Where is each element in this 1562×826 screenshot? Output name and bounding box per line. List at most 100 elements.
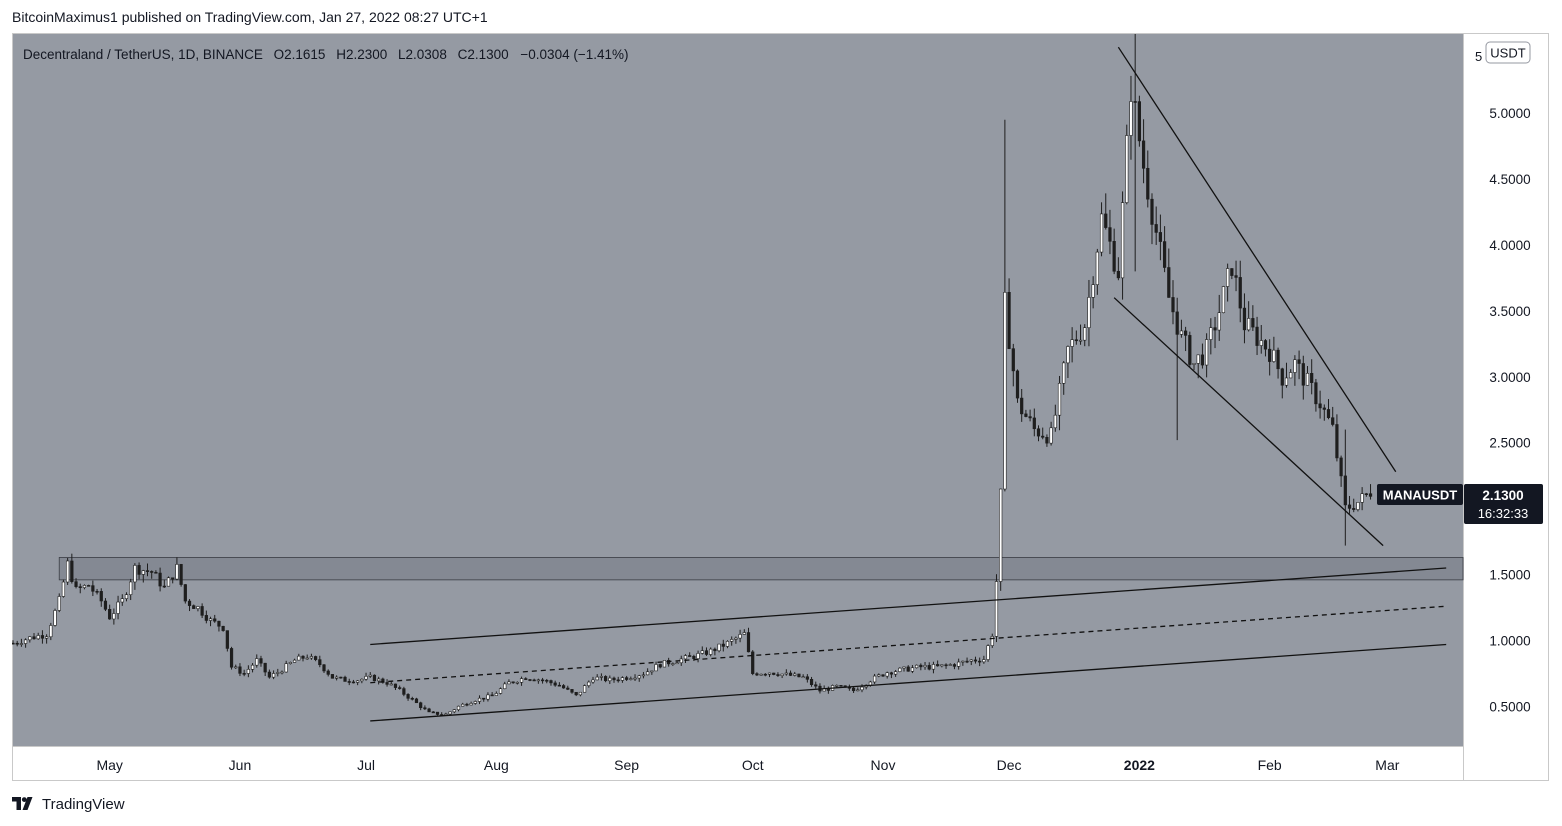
candle — [776, 672, 780, 677]
candle — [1200, 343, 1205, 369]
candle — [608, 675, 612, 685]
candle — [1171, 280, 1175, 325]
price-axis-area[interactable] — [1463, 34, 1548, 746]
candle — [309, 653, 314, 660]
channel-lower-line — [370, 643, 1447, 722]
currency-badge-label: USDT — [1490, 46, 1525, 61]
candle — [1352, 498, 1356, 513]
candle — [57, 593, 61, 613]
chart-frame — [12, 33, 1549, 781]
candle — [772, 672, 776, 676]
candle — [1049, 421, 1053, 446]
candle — [419, 701, 423, 711]
candle — [36, 632, 40, 640]
candle — [540, 677, 545, 684]
candle — [923, 661, 927, 670]
candle — [49, 622, 53, 641]
candle — [271, 670, 276, 680]
currency-badge[interactable]: USDT — [1485, 41, 1531, 64]
candle — [1293, 355, 1297, 386]
candle — [305, 654, 309, 660]
plot-area[interactable] — [13, 34, 1463, 746]
y-tick-label: 1.5000 — [1489, 568, 1530, 583]
candle — [318, 655, 322, 668]
candle — [549, 679, 553, 686]
candle — [482, 697, 486, 702]
candle — [683, 654, 688, 663]
candle — [427, 707, 431, 713]
time-axis-area[interactable] — [13, 746, 1548, 780]
candle — [1234, 260, 1238, 292]
candle — [713, 647, 717, 656]
candle — [738, 629, 742, 643]
candle — [1268, 339, 1272, 376]
tradingview-brand: TradingView — [42, 795, 125, 813]
candle — [704, 647, 709, 656]
close-label: C — [458, 47, 468, 62]
candle — [637, 674, 641, 682]
candle — [536, 678, 540, 684]
symbol-price-label[interactable]: MANAUSDT — [1377, 484, 1463, 505]
candle — [1347, 495, 1352, 514]
candle — [851, 686, 856, 693]
candle — [1217, 294, 1221, 341]
candle — [192, 604, 196, 609]
x-tick-label: Nov — [871, 757, 896, 773]
symbol-price-label-name: MANAUSDT — [1383, 488, 1457, 503]
x-tick-label: Mar — [1375, 757, 1399, 773]
candle — [1041, 427, 1045, 440]
candle — [797, 673, 801, 678]
candle — [221, 625, 225, 632]
candle — [154, 570, 158, 574]
candle — [486, 692, 490, 702]
candle — [431, 711, 435, 714]
candle — [780, 673, 784, 679]
price-chart[interactable]: 0.50001.00001.50002.00002.50003.00003.50… — [12, 33, 1549, 781]
candle — [1053, 404, 1057, 432]
candle — [919, 663, 923, 671]
candle — [671, 662, 675, 667]
candle — [1356, 502, 1360, 512]
candle — [717, 643, 721, 653]
candle — [267, 669, 271, 679]
candle — [1209, 318, 1213, 355]
trendlines-layer — [370, 46, 1447, 722]
candle — [351, 679, 356, 684]
candle — [1305, 366, 1310, 386]
candle — [326, 669, 330, 677]
candle — [1255, 316, 1259, 356]
tradingview-footer[interactable]: TradingView — [12, 794, 125, 814]
candle — [292, 658, 297, 663]
candle — [288, 661, 292, 665]
candle — [1263, 339, 1268, 357]
x-tick-label: Aug — [484, 757, 509, 773]
candle — [490, 692, 494, 697]
candle — [498, 687, 503, 695]
candle — [801, 674, 805, 679]
candle — [45, 634, 49, 644]
candle — [696, 650, 700, 663]
candle — [612, 676, 616, 683]
candle — [507, 679, 511, 685]
candle — [788, 670, 793, 677]
candle — [1087, 279, 1091, 347]
candle — [1078, 324, 1083, 345]
candle — [1188, 331, 1192, 368]
candle — [557, 682, 561, 687]
last-price-label[interactable]: 2.1300 16:32:33 — [1464, 484, 1543, 524]
candle — [276, 668, 280, 677]
x-tick-label: Oct — [742, 757, 764, 773]
candle — [1129, 75, 1133, 160]
candle — [1230, 268, 1234, 280]
candle — [133, 563, 137, 590]
candle — [763, 673, 767, 677]
candle — [175, 557, 179, 581]
candle — [1368, 484, 1373, 500]
candle — [297, 653, 301, 661]
candle — [103, 598, 108, 612]
candle — [646, 668, 650, 676]
candle — [1108, 209, 1112, 255]
candle — [473, 700, 477, 705]
x-tick-label: Jun — [229, 757, 252, 773]
candle — [561, 684, 566, 689]
